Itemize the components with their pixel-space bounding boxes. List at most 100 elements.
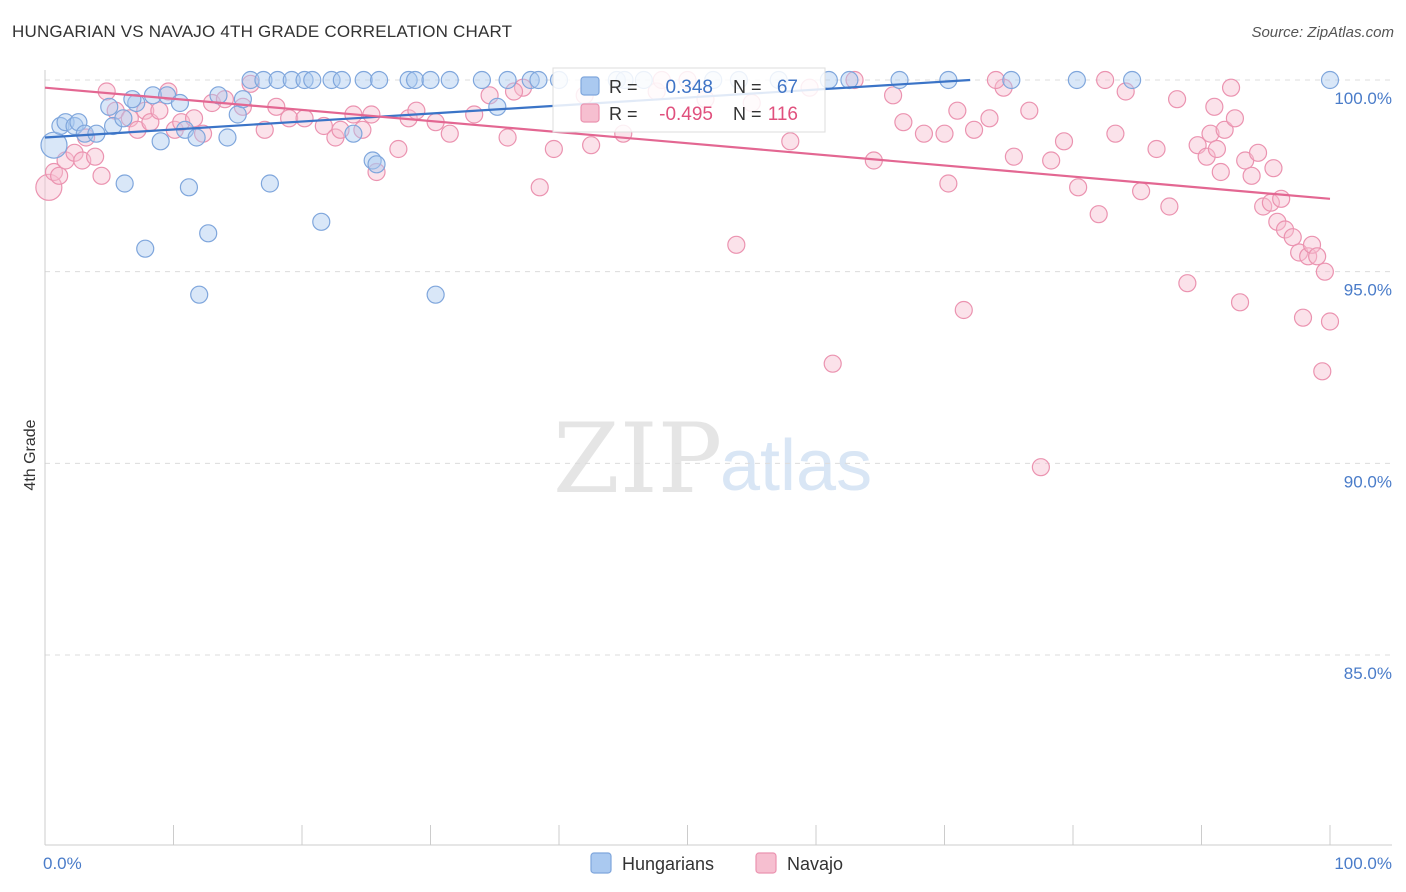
hungarians-point: [241, 70, 260, 90]
hungarians-point: [218, 128, 237, 147]
navajo-trend-line: [44, 86, 1331, 200]
navajo-point: [86, 147, 105, 166]
navajo-point: [1147, 139, 1166, 159]
navajo-point: [894, 113, 913, 132]
x-tick-label: 100.0%: [1334, 854, 1392, 873]
navajo-point: [1268, 212, 1287, 231]
legend-n-label-navajo: N =: [733, 104, 762, 124]
legend-r-label-hungarians: R =: [609, 77, 638, 97]
navajo-point: [389, 139, 408, 159]
navajo-point: [948, 101, 967, 120]
navajo-point: [935, 124, 954, 143]
hungarians-point: [322, 70, 341, 90]
navajo-point: [939, 174, 958, 193]
navajo-point: [582, 136, 601, 155]
navajo-point: [1315, 262, 1334, 281]
navajo-point: [986, 70, 1006, 90]
stats-legend: R = 0.348 N = 67 R = -0.495 N = 116: [552, 67, 826, 133]
navajo-point: [1132, 182, 1151, 201]
hungarians-point: [370, 70, 389, 90]
tick-labels: 100.0% 95.0% 90.0% 85.0% 0.0% 100.0%: [43, 89, 1392, 873]
hungarians-point: [354, 70, 373, 90]
series-legend-label-navajo: Navajo: [787, 854, 843, 874]
series-legend-swatch-hungarians: [590, 852, 612, 874]
navajo-point: [1042, 151, 1061, 170]
hungarians-point: [440, 70, 459, 90]
hungarians-point: [69, 113, 88, 132]
navajo-point: [1275, 220, 1295, 239]
navajo-point: [883, 86, 903, 105]
hungarians-point: [179, 178, 199, 197]
navajo-point: [367, 162, 386, 182]
chart-title: HUNGARIAN VS NAVAJO 4TH GRADE CORRELATIO…: [12, 22, 513, 41]
navajo-point: [1106, 124, 1125, 143]
navajo-point: [954, 300, 973, 320]
navajo-point: [1320, 312, 1340, 331]
hungarians-point: [104, 116, 123, 136]
navajo-point: [914, 124, 934, 143]
navajo-point: [1215, 120, 1234, 139]
y-axis-label: 4th Grade: [22, 419, 39, 490]
legend-r-value-navajo: -0.495: [659, 104, 713, 125]
hungarians-point: [312, 212, 331, 231]
navajo-point: [504, 82, 524, 101]
hungarians-points: [40, 70, 1340, 304]
hungarians-point: [114, 109, 133, 128]
series-legend-label-hungarians: Hungarians: [622, 854, 714, 874]
hungarians-point: [268, 70, 287, 90]
navajo-point: [845, 70, 864, 90]
hungarians-point: [488, 97, 507, 116]
series-legend-swatch-navajo: [755, 852, 777, 874]
hungarians-point: [228, 105, 247, 124]
navajo-point: [1283, 228, 1302, 247]
navajo-point: [1230, 293, 1250, 312]
navajo-point: [1211, 162, 1230, 182]
hungarians-point: [115, 174, 134, 193]
navajo-point: [92, 166, 111, 185]
hungarians-point: [890, 70, 909, 90]
navajo-point: [1264, 159, 1283, 178]
navajo-point: [280, 109, 299, 128]
navajo-point: [1031, 458, 1050, 477]
hungarians-point: [1067, 70, 1086, 90]
hungarians-point: [1002, 70, 1021, 90]
hungarians-point: [190, 285, 209, 304]
navajo-point: [1221, 78, 1241, 97]
navajo-point: [1160, 197, 1179, 216]
hungarians-point: [529, 70, 548, 90]
axes: [44, 70, 1392, 846]
hungarians-point: [187, 128, 206, 147]
hungarians-point: [260, 174, 279, 193]
navajo-point: [1205, 97, 1224, 116]
hungarians-point: [405, 70, 425, 90]
watermark-atlas: atlas: [720, 426, 872, 506]
hungarians-point: [1123, 70, 1142, 90]
series-legend: Hungarians Navajo: [590, 852, 843, 874]
navajo-point: [1302, 235, 1322, 254]
watermark-zip: ZIP: [553, 403, 722, 515]
navajo-point: [513, 78, 533, 97]
navajo-point: [980, 109, 999, 128]
y-tick-label: 100.0%: [1334, 89, 1392, 108]
navajo-point: [1069, 178, 1088, 197]
navajo-point: [1089, 205, 1108, 224]
legend-r-value-hungarians: 0.348: [665, 77, 713, 98]
legend-swatch-hungarians: [580, 76, 600, 96]
navajo-point: [1096, 70, 1115, 90]
hungarians-point: [421, 70, 440, 90]
navajo-point: [1167, 90, 1187, 109]
navajo-point: [1020, 101, 1039, 120]
navajo-point: [1225, 109, 1245, 128]
hungarians-point: [472, 70, 491, 90]
navajo-point: [1178, 274, 1197, 293]
y-tick-label: 95.0%: [1344, 281, 1392, 300]
navajo-point: [727, 235, 746, 254]
navajo-point: [1207, 139, 1227, 159]
navajo-point: [544, 139, 563, 159]
hungarians-point: [840, 70, 859, 90]
hungarians-point: [399, 70, 418, 90]
navajo-point: [1201, 124, 1220, 143]
hungarians-point: [100, 97, 119, 116]
navajo-point: [465, 105, 484, 124]
